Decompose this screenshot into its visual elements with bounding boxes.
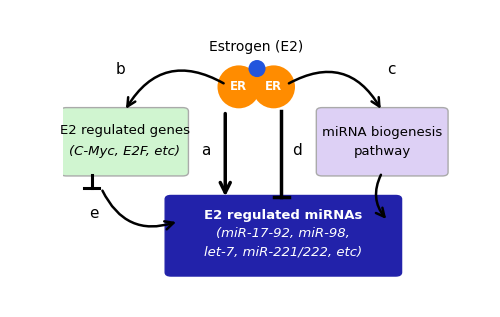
Ellipse shape: [252, 65, 295, 108]
FancyBboxPatch shape: [316, 107, 448, 176]
Text: d: d: [292, 143, 302, 158]
Text: (C-Myc, E2F, etc): (C-Myc, E2F, etc): [69, 145, 180, 158]
Text: let-7, miR-221/222, etc): let-7, miR-221/222, etc): [204, 245, 362, 258]
Ellipse shape: [218, 65, 260, 108]
FancyBboxPatch shape: [60, 107, 188, 176]
Text: pathway: pathway: [354, 145, 411, 158]
Text: ER: ER: [265, 80, 282, 94]
Text: miRNA biogenesis: miRNA biogenesis: [322, 126, 442, 139]
Ellipse shape: [248, 60, 266, 77]
Text: b: b: [116, 62, 126, 77]
Text: ER: ER: [230, 80, 248, 94]
Text: (miR-17-92, miR-98,: (miR-17-92, miR-98,: [216, 227, 350, 240]
Text: e: e: [89, 206, 98, 221]
Text: Estrogen (E2): Estrogen (E2): [209, 41, 304, 55]
Text: c: c: [388, 62, 396, 77]
Text: E2 regulated genes: E2 regulated genes: [60, 124, 190, 137]
FancyBboxPatch shape: [165, 196, 402, 276]
Text: E2 regulated miRNAs: E2 regulated miRNAs: [204, 209, 362, 222]
Text: a: a: [201, 143, 210, 158]
